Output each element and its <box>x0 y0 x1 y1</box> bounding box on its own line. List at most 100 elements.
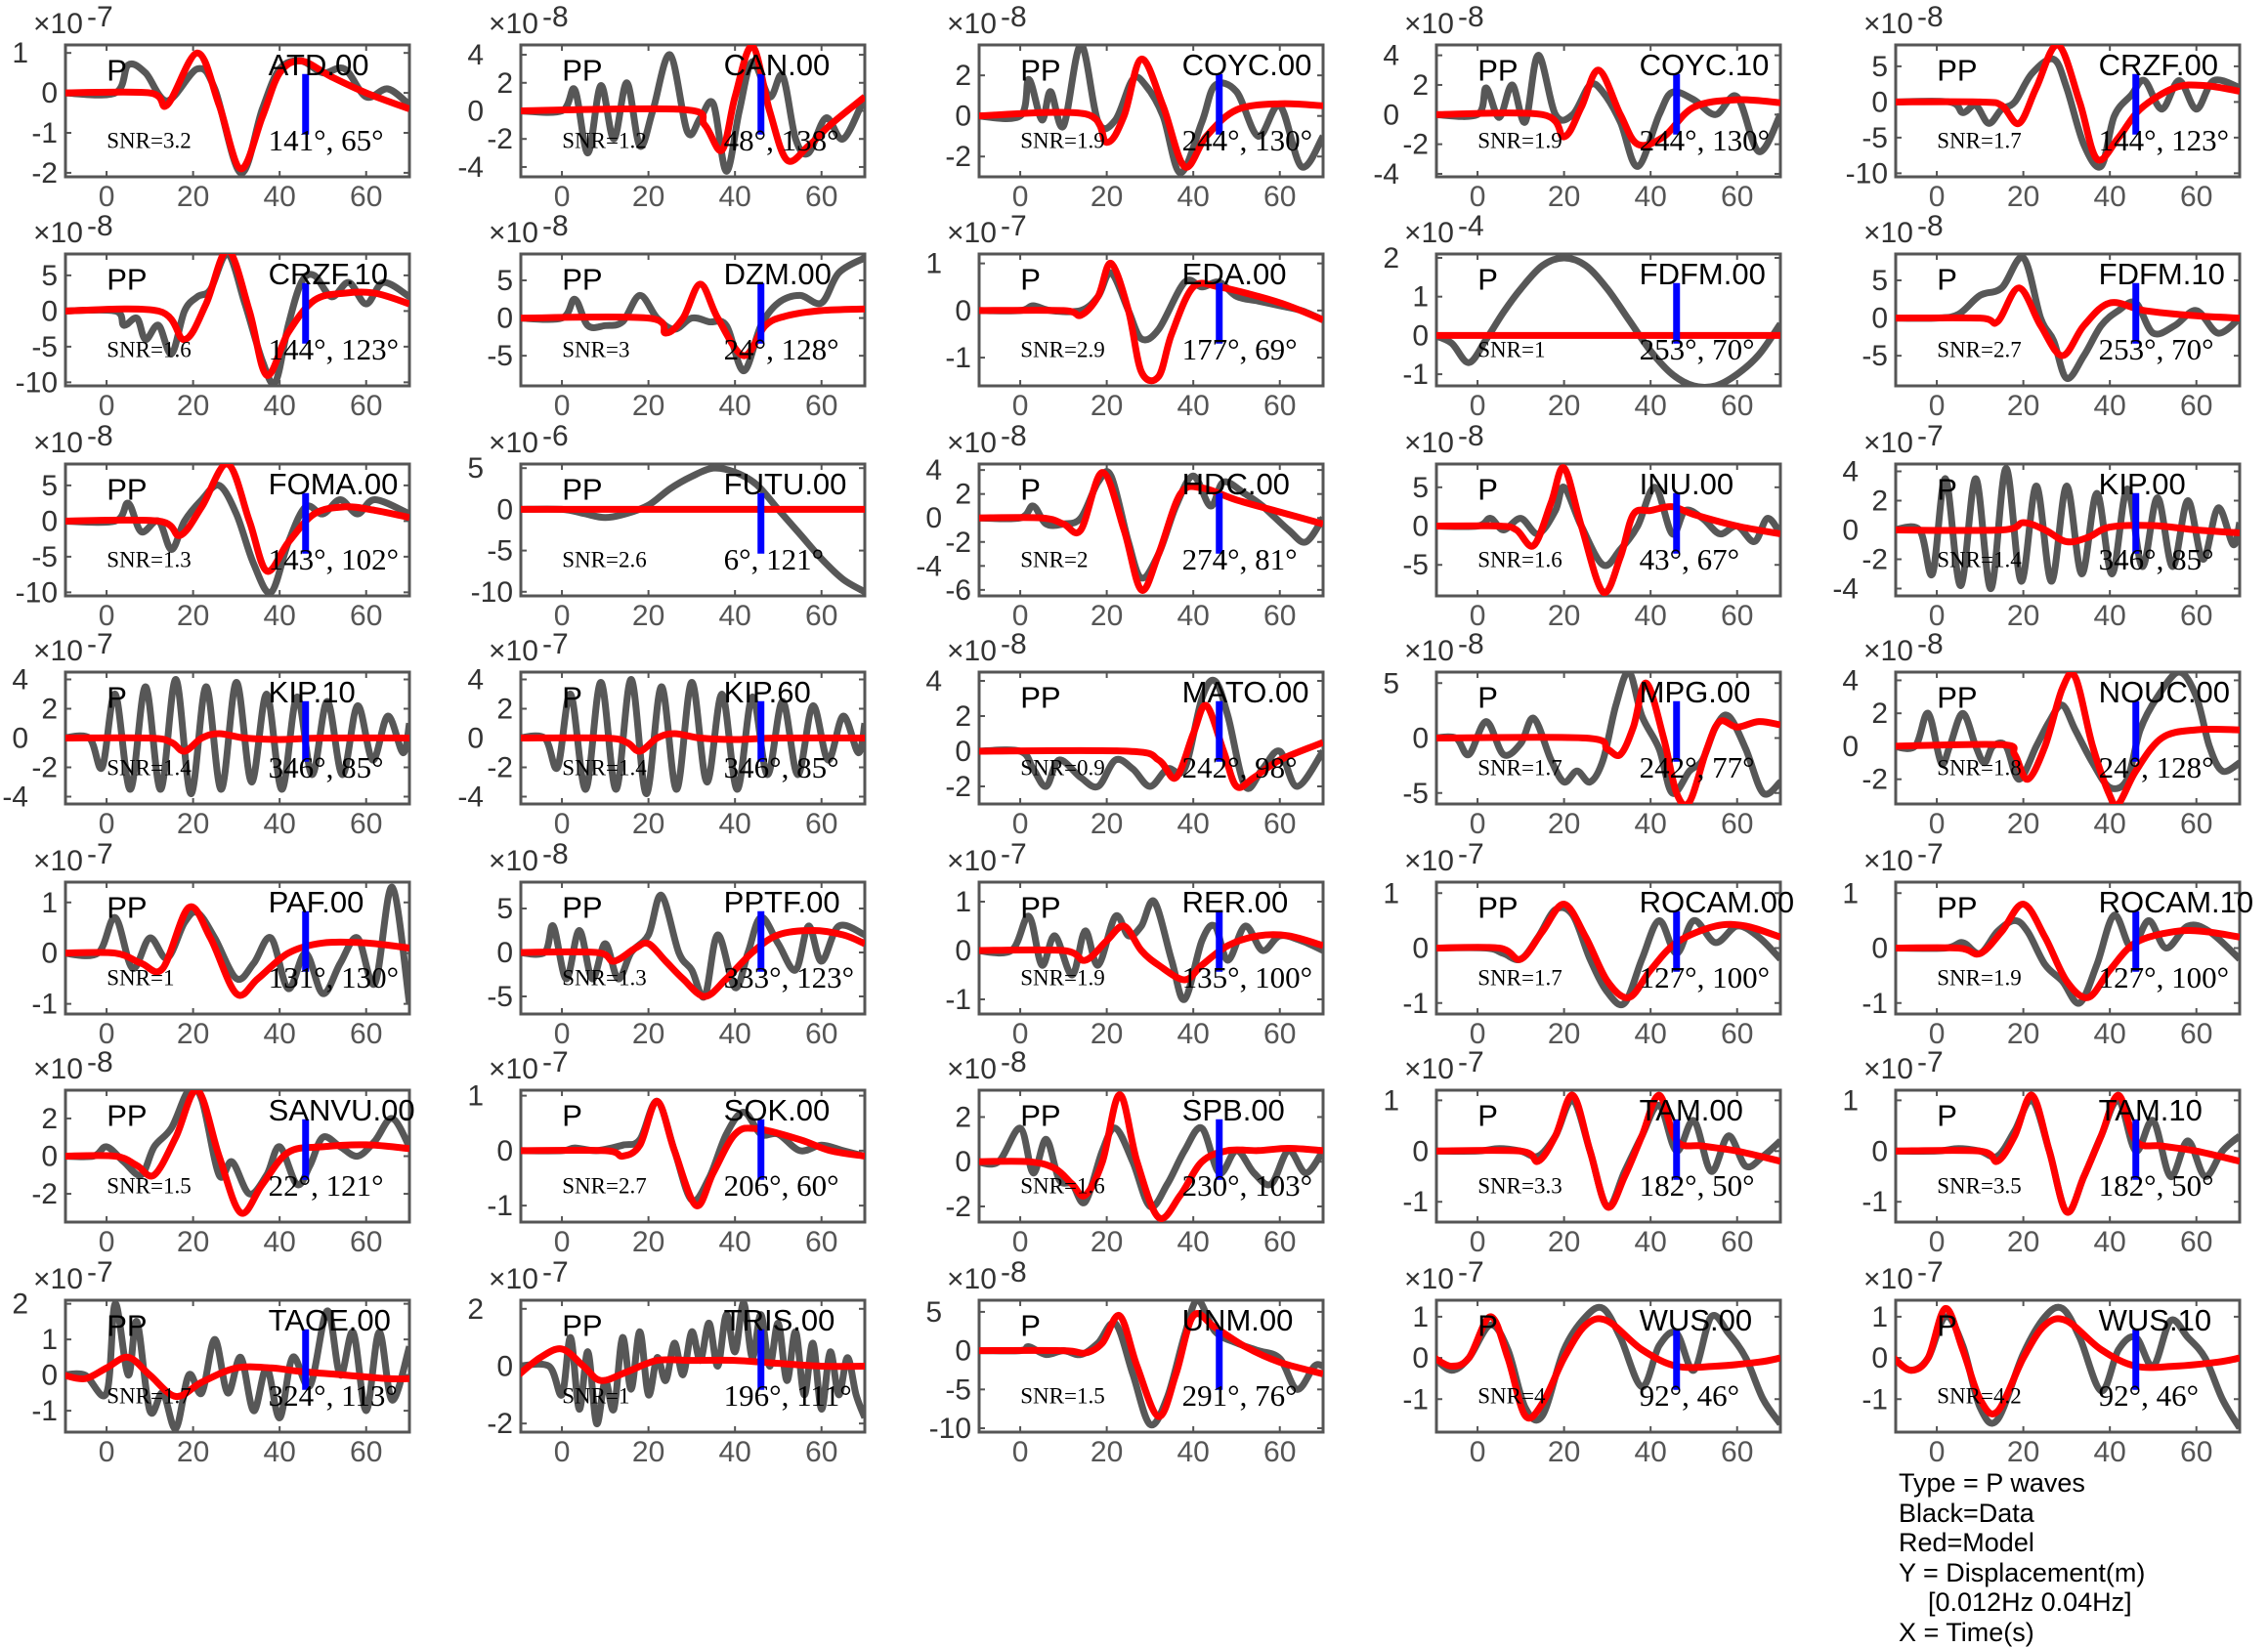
traces <box>1436 672 1780 804</box>
x-tick-label: 20 <box>177 181 209 213</box>
legend-band: [0.012Hz 0.04Hz] <box>1899 1587 2132 1617</box>
exponent-label: ×10 <box>947 217 997 249</box>
x-tick-label: 60 <box>1263 600 1296 632</box>
azimuth-distance-label: 206°, 60° <box>724 1168 839 1203</box>
exponent-value: -7 <box>1458 1046 1484 1078</box>
y-tick-label: 1 <box>1412 1301 1429 1333</box>
phase-label: PP <box>1020 53 1060 87</box>
y-tick-label: -1 <box>31 117 58 149</box>
x-tick-label: 40 <box>2093 1226 2125 1258</box>
phase-label: PP <box>562 1308 602 1342</box>
x-tick-label: 0 <box>1470 1226 1486 1258</box>
snr-label: SNR=3.5 <box>1937 1173 2021 1198</box>
x-tick-label: 40 <box>263 600 295 632</box>
traces <box>65 464 409 596</box>
exponent-value: -8 <box>87 1046 113 1078</box>
phase-label: PP <box>1477 890 1518 924</box>
x-tick-label: 0 <box>1012 808 1029 840</box>
x-tick-label: 0 <box>1470 600 1486 632</box>
x-tick-label: 0 <box>1012 1436 1029 1468</box>
azimuth-distance-label: 253°, 70° <box>2099 332 2214 366</box>
exponent-label: ×10 <box>1863 1263 1913 1295</box>
snr-label: SNR=3.2 <box>107 128 191 152</box>
model-trace <box>65 903 409 999</box>
y-tick-label: 0 <box>925 502 942 534</box>
station-label: INU.00 <box>1640 467 1733 501</box>
phase-label: P <box>1020 262 1041 296</box>
snr-label: SNR=1.9 <box>1477 128 1562 152</box>
y-tick-label: -4 <box>1832 573 1859 606</box>
exponent-label: ×10 <box>33 1263 83 1295</box>
model-trace <box>1896 284 2240 359</box>
x-tick-label: 20 <box>177 1226 209 1258</box>
y-tick-label: 0 <box>955 295 971 327</box>
y-tick-label: -5 <box>1402 778 1429 810</box>
traces <box>1896 1303 2240 1430</box>
y-tick-label: -2 <box>1861 544 1888 576</box>
x-tick-label: 60 <box>1721 1226 1753 1258</box>
station-label: TRIS.00 <box>724 1303 835 1337</box>
station-label: PAF.00 <box>269 885 364 919</box>
traces <box>1896 672 2240 804</box>
x-tick-label: 60 <box>805 390 837 422</box>
phase-label: P <box>1477 1308 1498 1342</box>
azimuth-distance-label: 230°, 103° <box>1182 1168 1312 1203</box>
model-trace <box>65 1090 409 1217</box>
model-trace <box>979 922 1323 984</box>
traces <box>979 676 1323 792</box>
y-tick-label: -4 <box>916 550 942 582</box>
y-tick-label: 0 <box>955 736 971 768</box>
x-tick-label: 60 <box>2180 1018 2212 1050</box>
azimuth-distance-label: 143°, 102° <box>269 542 399 576</box>
traces <box>979 260 1323 385</box>
data-trace <box>1896 254 2240 382</box>
y-tick-label: 1 <box>12 37 28 69</box>
y-tick-label: 5 <box>496 265 513 297</box>
legend-type: Type = P waves <box>1899 1468 2085 1498</box>
x-tick-label: 0 <box>99 808 115 840</box>
station-label: ROCAM.10 <box>2099 885 2253 919</box>
azimuth-distance-label: 6°, 121° <box>724 542 824 576</box>
y-tick-label: -10 <box>16 366 58 399</box>
x-tick-label: 0 <box>99 1018 115 1050</box>
x-tick-label: 60 <box>350 1226 382 1258</box>
y-tick-label: 2 <box>955 479 971 511</box>
azimuth-distance-label: 127°, 100° <box>1640 960 1770 994</box>
station-label: FUTU.00 <box>724 467 847 501</box>
azimuth-distance-label: 48°, 138° <box>724 123 839 157</box>
axes-box <box>64 43 411 179</box>
y-tick-label: 0 <box>496 937 513 969</box>
traces <box>1896 464 2240 593</box>
y-tick-label: 0 <box>41 1141 58 1173</box>
exponent-label: ×10 <box>33 1053 83 1085</box>
exponent-label: ×10 <box>1863 635 1913 667</box>
traces <box>1436 901 1780 1008</box>
y-tick-label: -1 <box>1402 359 1429 391</box>
exponent-label: ×10 <box>1863 845 1913 877</box>
snr-label: SNR=2.6 <box>562 547 646 571</box>
x-tick-label: 20 <box>1091 181 1123 213</box>
x-tick-label: 60 <box>1263 390 1296 422</box>
x-tick-label: 40 <box>1177 1018 1209 1050</box>
model-trace <box>521 1097 865 1209</box>
y-tick-label: 0 <box>12 723 28 755</box>
snr-label: SNR=0.9 <box>1020 755 1104 780</box>
y-tick-label: 1 <box>1383 1084 1399 1117</box>
station-label: SPB.00 <box>1182 1093 1285 1127</box>
phase-label: P <box>1020 472 1041 506</box>
y-tick-label: 2 <box>41 694 58 726</box>
snr-label: SNR=1 <box>107 965 174 990</box>
phase-label: P <box>562 1098 582 1132</box>
y-tick-label: 5 <box>1871 265 1888 297</box>
phase-label: PP <box>107 472 147 506</box>
phase-label: PP <box>1020 680 1060 714</box>
traces <box>979 1300 1323 1429</box>
x-tick-label: 20 <box>1091 390 1123 422</box>
y-tick-label: -5 <box>1402 549 1429 581</box>
